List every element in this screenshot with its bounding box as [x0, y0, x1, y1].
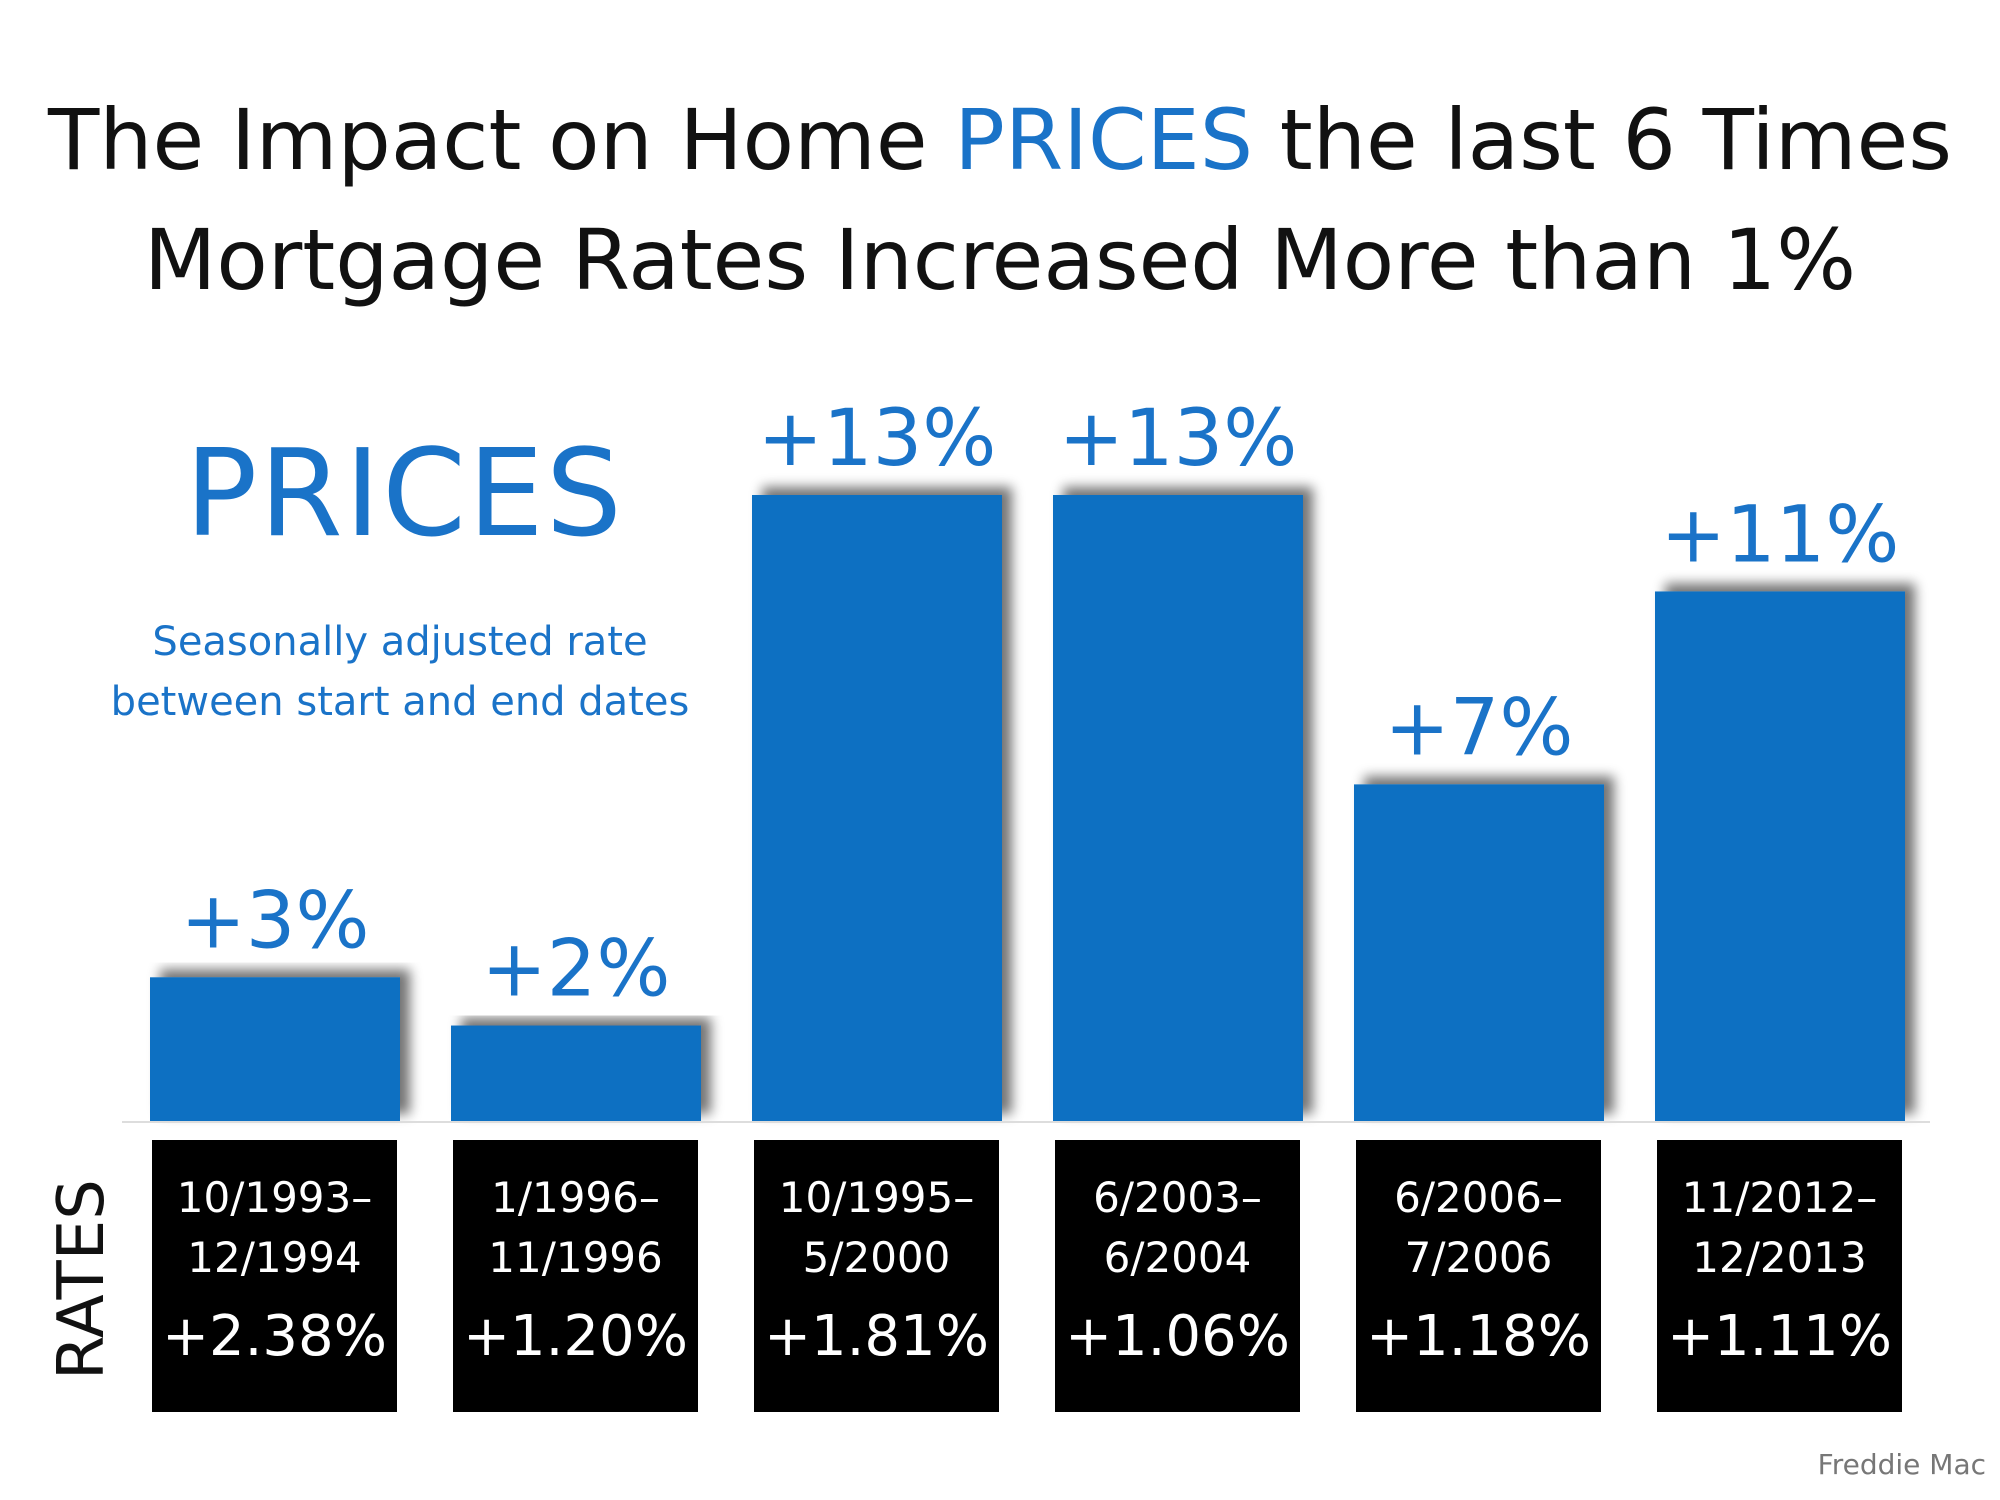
rate-dates-start: 6/2006– — [1394, 1173, 1563, 1222]
rate-change-6: +1.11% — [1667, 1304, 1892, 1369]
subtitle-line1: Seasonally adjusted rate — [152, 619, 648, 665]
rate-box-3: 10/1995– 5/2000 +1.81% — [754, 1140, 999, 1412]
chart-title-line1: The Impact on Home PRICES the last 6 Tim… — [0, 80, 2000, 200]
subtitle-line2: between start and end dates — [110, 679, 690, 725]
rate-change-3: +1.81% — [764, 1304, 989, 1369]
rate-change-2: +1.20% — [463, 1304, 688, 1369]
bar-5 — [1354, 784, 1604, 1122]
rate-dates-6: 11/2012– 12/2013 — [1657, 1168, 1902, 1288]
bar-1 — [150, 977, 400, 1122]
source-credit: Freddie Mac — [1817, 1448, 1986, 1481]
rate-dates-start: 1/1996– — [491, 1173, 660, 1222]
rate-box-5: 6/2006– 7/2006 +1.18% — [1356, 1140, 1601, 1412]
bars-layer — [150, 495, 1905, 1122]
rate-change-1: +2.38% — [162, 1304, 387, 1369]
rate-dates-end: 11/1996 — [488, 1233, 663, 1282]
rates-axis-label: RATES — [45, 1179, 119, 1380]
bar-value-label-4: +13% — [1059, 394, 1298, 484]
bar-value-label-1: +3% — [180, 876, 369, 966]
rate-dates-end: 12/1994 — [187, 1233, 362, 1282]
rate-dates-end: 5/2000 — [802, 1233, 951, 1282]
bar-3 — [752, 495, 1002, 1122]
rate-box-6: 11/2012– 12/2013 +1.11% — [1657, 1140, 1902, 1412]
rate-dates-start: 10/1993– — [176, 1173, 373, 1222]
title-accent-prices: PRICES — [954, 91, 1254, 189]
rate-change-4: +1.06% — [1065, 1304, 1290, 1369]
title-text-post: the last 6 Times — [1253, 91, 1953, 189]
rate-box-4: 6/2003– 6/2004 +1.06% — [1055, 1140, 1300, 1412]
chart-title-line2: Mortgage Rates Increased More than 1% — [143, 211, 1857, 309]
prices-heading: PRICES — [185, 425, 624, 564]
value-labels-layer: +3% +2% +13% +13% +7% +11% — [180, 394, 1899, 1015]
rate-box-1: 10/1993– 12/1994 +2.38% — [152, 1140, 397, 1412]
rate-dates-end: 12/2013 — [1692, 1233, 1867, 1282]
bar-6 — [1655, 591, 1905, 1122]
rate-dates-2: 1/1996– 11/1996 — [453, 1168, 698, 1288]
rate-dates-start: 10/1995– — [778, 1173, 975, 1222]
rate-dates-5: 6/2006– 7/2006 — [1356, 1168, 1601, 1288]
rate-dates-3: 10/1995– 5/2000 — [754, 1168, 999, 1288]
rate-dates-end: 6/2004 — [1103, 1233, 1252, 1282]
bar-value-label-5: +7% — [1384, 683, 1573, 773]
rate-dates-4: 6/2003– 6/2004 — [1055, 1168, 1300, 1288]
title-text-pre: The Impact on Home — [47, 91, 955, 189]
rate-change-5: +1.18% — [1366, 1304, 1591, 1369]
bar-value-label-3: +13% — [758, 394, 997, 484]
rate-dates-1: 10/1993– 12/1994 — [152, 1168, 397, 1288]
bar-value-label-6: +11% — [1661, 490, 1900, 580]
bar-4 — [1053, 495, 1303, 1122]
rate-box-2: 1/1996– 11/1996 +1.20% — [453, 1140, 698, 1412]
bar-value-label-2: +2% — [481, 925, 670, 1015]
rate-dates-start: 6/2003– — [1093, 1173, 1262, 1222]
rate-dates-end: 7/2006 — [1404, 1233, 1553, 1282]
rate-dates-start: 11/2012– — [1681, 1173, 1878, 1222]
bar-2 — [451, 1025, 701, 1122]
